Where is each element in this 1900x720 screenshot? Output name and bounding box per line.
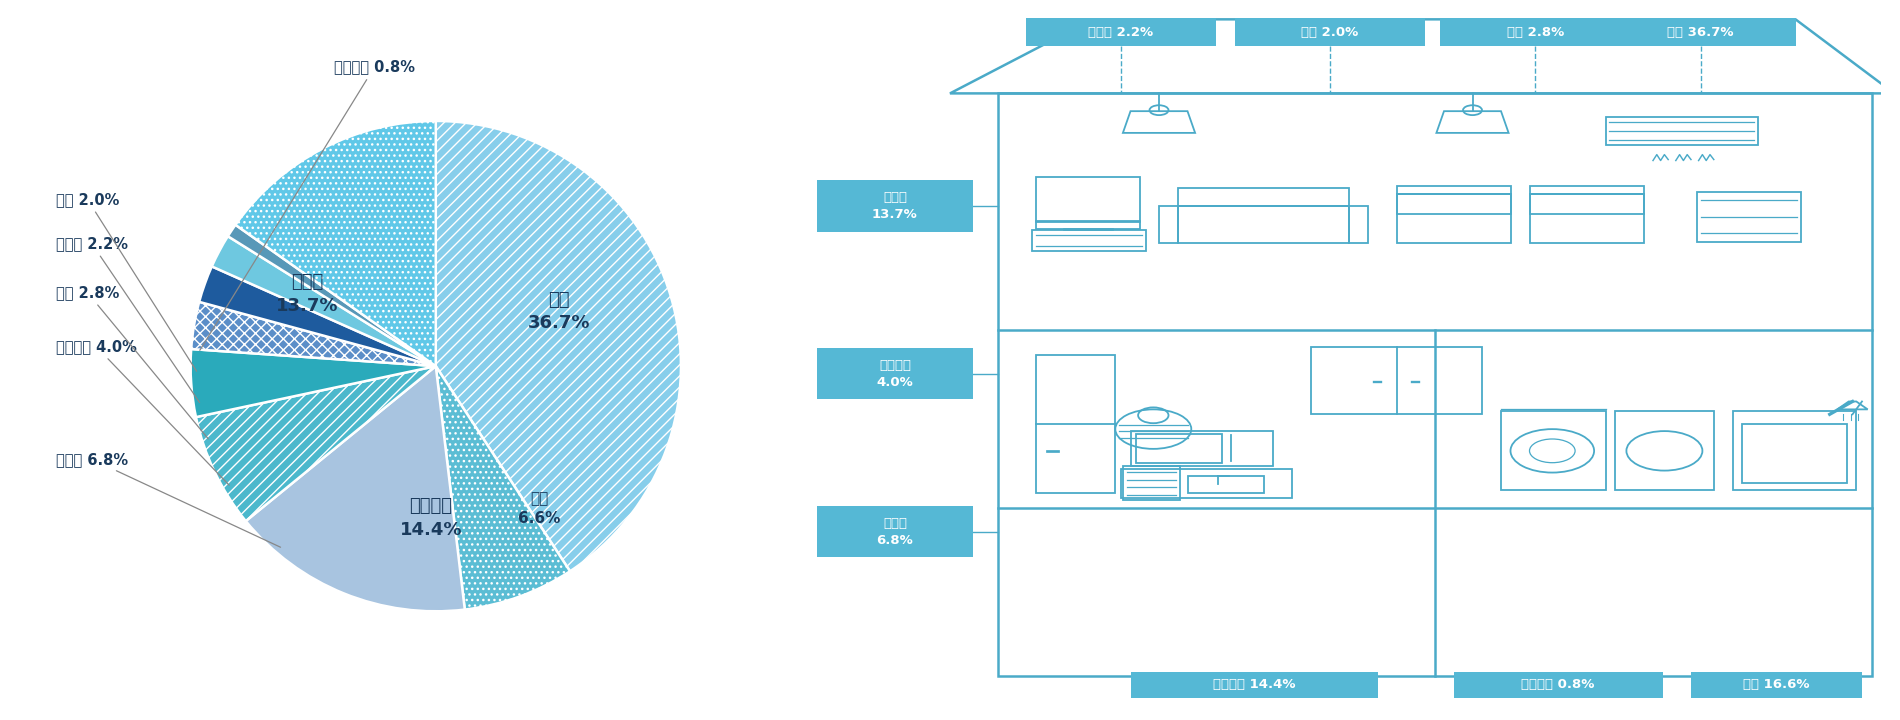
Text: 暖房 36.7%: 暖房 36.7% — [1668, 26, 1733, 39]
Bar — [1530, 194, 1644, 243]
Bar — [1733, 411, 1856, 490]
Text: テレビ 2.2%: テレビ 2.2% — [55, 236, 200, 402]
FancyBboxPatch shape — [817, 180, 973, 232]
Bar — [1121, 469, 1292, 498]
Bar — [1159, 206, 1178, 243]
Wedge shape — [236, 121, 435, 366]
Text: 調理食洗 14.4%: 調理食洗 14.4% — [1212, 678, 1296, 691]
Text: 調理食洗
14.4%: 調理食洗 14.4% — [399, 498, 462, 539]
FancyBboxPatch shape — [1235, 18, 1425, 46]
Bar — [1697, 192, 1801, 241]
Bar — [1311, 347, 1482, 414]
Text: その他
13.7%: その他 13.7% — [872, 192, 918, 221]
Bar — [998, 94, 1872, 676]
Bar — [1178, 188, 1349, 206]
FancyBboxPatch shape — [1454, 672, 1662, 698]
Text: 洗濯乾燥 0.8%: 洗濯乾燥 0.8% — [200, 60, 414, 351]
Bar — [1130, 431, 1273, 466]
Text: 洗濯乾燥 0.8%: 洗濯乾燥 0.8% — [1522, 678, 1594, 691]
Bar — [1501, 411, 1606, 490]
Text: 給湯 16.6%: 給湯 16.6% — [1744, 678, 1809, 691]
Text: 照明 2.8%: 照明 2.8% — [55, 285, 209, 439]
Bar — [1396, 194, 1510, 214]
Bar — [1742, 424, 1847, 483]
Bar — [1036, 177, 1140, 222]
Text: 冷蔵庫
6.8%: 冷蔵庫 6.8% — [876, 517, 914, 546]
Bar — [1178, 206, 1349, 243]
Bar — [1396, 194, 1510, 243]
Bar — [1188, 475, 1264, 493]
Bar — [1396, 186, 1510, 194]
Wedge shape — [190, 349, 435, 417]
Bar — [1036, 355, 1115, 493]
Text: 保温待機
4.0%: 保温待機 4.0% — [876, 359, 914, 389]
Wedge shape — [200, 266, 435, 366]
Text: テレビ 2.2%: テレビ 2.2% — [1089, 26, 1153, 39]
Wedge shape — [245, 366, 466, 611]
Text: 冷房 2.0%: 冷房 2.0% — [1302, 26, 1358, 39]
Bar — [1606, 117, 1758, 145]
FancyBboxPatch shape — [817, 348, 973, 400]
Bar — [1349, 206, 1368, 243]
Bar — [1032, 230, 1146, 251]
FancyBboxPatch shape — [817, 506, 973, 557]
FancyBboxPatch shape — [1691, 672, 1862, 698]
Wedge shape — [192, 302, 435, 366]
Wedge shape — [211, 236, 435, 366]
FancyBboxPatch shape — [1606, 18, 1796, 46]
Bar — [1530, 186, 1644, 194]
Bar — [1123, 466, 1180, 500]
Wedge shape — [196, 366, 435, 521]
Text: 冷蔵庫 6.8%: 冷蔵庫 6.8% — [55, 451, 281, 547]
Wedge shape — [435, 366, 570, 610]
Text: その他
13.7%: その他 13.7% — [276, 274, 338, 315]
Bar — [1615, 411, 1714, 490]
Bar — [1530, 194, 1644, 214]
Wedge shape — [228, 225, 435, 366]
FancyBboxPatch shape — [1026, 18, 1216, 46]
Text: 保温待機 4.0%: 保温待機 4.0% — [55, 339, 230, 485]
FancyBboxPatch shape — [1440, 18, 1630, 46]
Wedge shape — [435, 121, 680, 571]
Bar — [1036, 221, 1140, 229]
Text: 給湯
6.6%: 給湯 6.6% — [519, 492, 560, 526]
Text: 冷房 2.0%: 冷房 2.0% — [55, 192, 196, 372]
Text: 照明 2.8%: 照明 2.8% — [1507, 26, 1564, 39]
Text: 暖房
36.7%: 暖房 36.7% — [528, 291, 591, 332]
FancyBboxPatch shape — [1130, 672, 1378, 698]
Bar — [1136, 434, 1222, 463]
